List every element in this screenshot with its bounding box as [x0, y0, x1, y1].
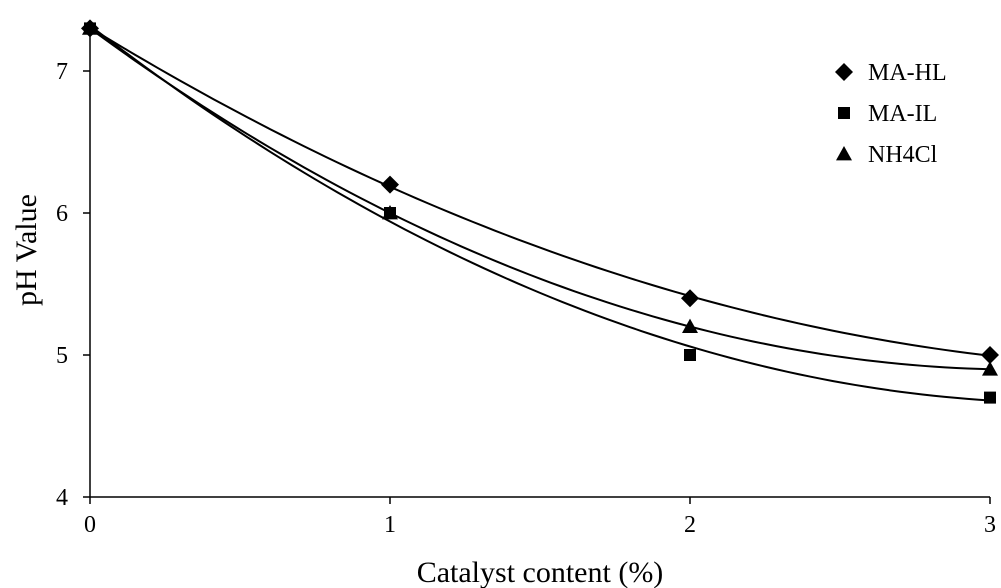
y-tick-label: 6: [56, 201, 68, 227]
legend-marker-ma-hl: [835, 63, 853, 81]
y-tick-label: 7: [56, 59, 68, 85]
data-point-ma-il: [984, 391, 996, 404]
y-tick-label: 4: [56, 485, 68, 511]
x-axis-title: Catalyst content (%): [417, 556, 664, 588]
trendline-ma-il: [89, 24, 991, 402]
x-tick-label: 3: [984, 512, 996, 538]
data-point-ma-hl: [981, 346, 999, 364]
data-point-nh4cl: [382, 205, 398, 220]
axes: [89, 24, 990, 498]
x-tick-label: 0: [84, 512, 96, 538]
legend-label-ma-il: MA-IL: [868, 101, 937, 127]
y-tick-label: 5: [56, 343, 68, 369]
data-point-nh4cl: [682, 318, 698, 333]
data-point-ma-il: [684, 349, 696, 361]
data-point-ma-hl: [381, 175, 399, 194]
ticks: 0 1 2 3 4 5 6 7: [56, 59, 996, 538]
legend-label-nh4cl: NH4Cl: [868, 142, 938, 168]
y-axis-title: pH Value: [10, 194, 43, 306]
legend: MA-HL MA-IL NH4Cl: [835, 60, 947, 168]
trendline-nh4cl: [89, 27, 991, 371]
trendlines: [89, 24, 991, 402]
legend-marker-ma-il: [838, 107, 850, 119]
legend-label-ma-hl: MA-HL: [868, 60, 947, 86]
trendline-ma-hl: [89, 26, 991, 357]
data-point-ma-hl: [681, 289, 699, 308]
markers: [81, 19, 999, 404]
legend-marker-nh4cl: [836, 146, 852, 161]
data-point-nh4cl: [82, 20, 98, 35]
x-tick-label: 1: [384, 512, 396, 538]
data-point-nh4cl: [982, 361, 998, 376]
x-tick-label: 2: [684, 512, 696, 538]
